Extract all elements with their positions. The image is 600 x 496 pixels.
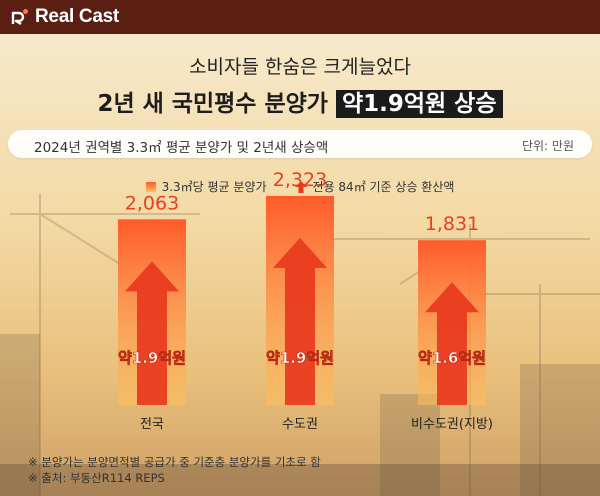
legend-label-increase: 전용 84㎡ 기준 상승 환산액 <box>312 180 455 194</box>
chart-legend: 3.3㎡당 평균 분양가 전용 84㎡ 기준 상승 환산액 <box>0 178 600 195</box>
headline-subtitle: 소비자들 한숨은 크게늘었다 <box>189 56 411 78</box>
bar-value-label: 2,063 <box>125 192 179 214</box>
bar-value-label: 1,831 <box>425 213 479 235</box>
legend-item-increase: 전용 84㎡ 기준 상승 환산액 <box>294 178 455 195</box>
headline-highlight: 약1.9억원 상승 <box>335 90 503 118</box>
unit-label: 단위: 만원 <box>521 139 574 153</box>
bar-value-label: 2,323 <box>273 169 327 191</box>
category-label: 전국 <box>140 417 164 432</box>
headline-title: 2년 새 국민평수 분양가 약1.9억원 상승 <box>0 84 600 118</box>
category-label: 비수도권(지방) <box>411 417 493 432</box>
increase-label: 약1.9억원 <box>118 349 186 367</box>
increase-arrow <box>125 261 179 405</box>
construction-background <box>0 194 600 496</box>
top-bar: Real Cast <box>0 0 600 34</box>
footnotes: ※ 분양가는 분양면적별 공급가 중 기준층 분양가를 기초로 함 ※ 출처: … <box>28 454 321 486</box>
increase-arrow <box>273 237 327 405</box>
legend-bar-swatch <box>145 181 156 192</box>
brand-name: Real Cast <box>35 6 119 27</box>
category-label: 수도권 <box>282 417 318 432</box>
chart-info-bar: 2024년 권역별 3.3㎡ 평균 분양가 및 2년새 상승액 단위: 만원 <box>8 130 592 158</box>
brand-logo: Real Cast <box>10 6 119 28</box>
legend-item-price: 3.3㎡당 평균 분양가 <box>145 178 267 195</box>
footnote-basis: ※ 분양가는 분양면적별 공급가 중 기준층 분양가를 기초로 함 <box>28 455 321 469</box>
increase-label: 약1.6억원 <box>418 349 486 367</box>
headline-title-text: 2년 새 국민평수 분양가 <box>97 91 336 117</box>
legend-label-price: 3.3㎡당 평균 분양가 <box>161 180 267 194</box>
chart-title: 2024년 권역별 3.3㎡ 평균 분양가 및 2년새 상승액 <box>34 140 329 156</box>
footnote-source: ※ 출처: 부동산R114 REPS <box>28 471 165 485</box>
legend-arrow-up-icon <box>294 180 307 193</box>
increase-arrow <box>425 282 479 405</box>
realcast-logo-icon <box>11 9 28 26</box>
increase-label: 약1.9억원 <box>266 349 334 367</box>
